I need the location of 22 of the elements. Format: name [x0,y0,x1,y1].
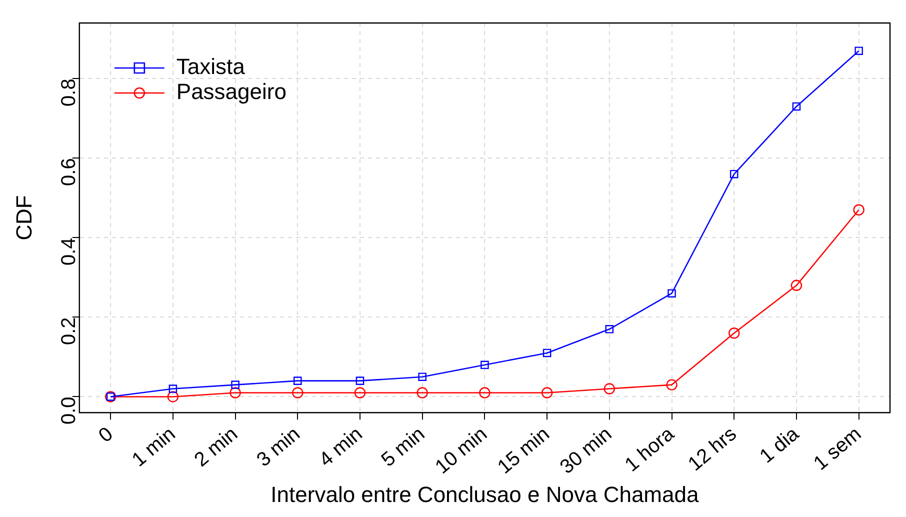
y-axis-title: CDF [11,195,36,240]
x-tick-label: 5 min [378,423,430,472]
y-tick-label: 0.6 [58,158,80,186]
x-tick-label: 1 dia [756,422,804,468]
legend-label: Taxista [176,54,246,80]
x-tick-label: 0 [94,423,118,448]
x-tick-label: 3 min [252,423,304,472]
y-tick-label: 0.8 [58,78,80,106]
x-tick-label: 10 min [431,423,492,478]
x-tick-label: 2 min [190,423,242,472]
legend-label: Passageiro [176,79,286,104]
y-tick-label: 0.0 [58,396,80,425]
x-axis-title: Intervalo entre Conclusao e Nova Chamada [270,482,700,507]
x-tick-label: 30 min [556,423,616,478]
x-tick-label: 1 sem [810,423,866,475]
x-tick-label: 1 hora [620,422,680,476]
y-tick-label: 0.4 [58,238,80,266]
x-tick-label: 4 min [315,423,367,472]
x-tick-label: 1 min [128,423,180,472]
y-tick-label: 0.2 [58,317,80,346]
x-tick-label: 15 min [494,423,554,478]
x-tick-label: 12 hrs [684,423,741,476]
